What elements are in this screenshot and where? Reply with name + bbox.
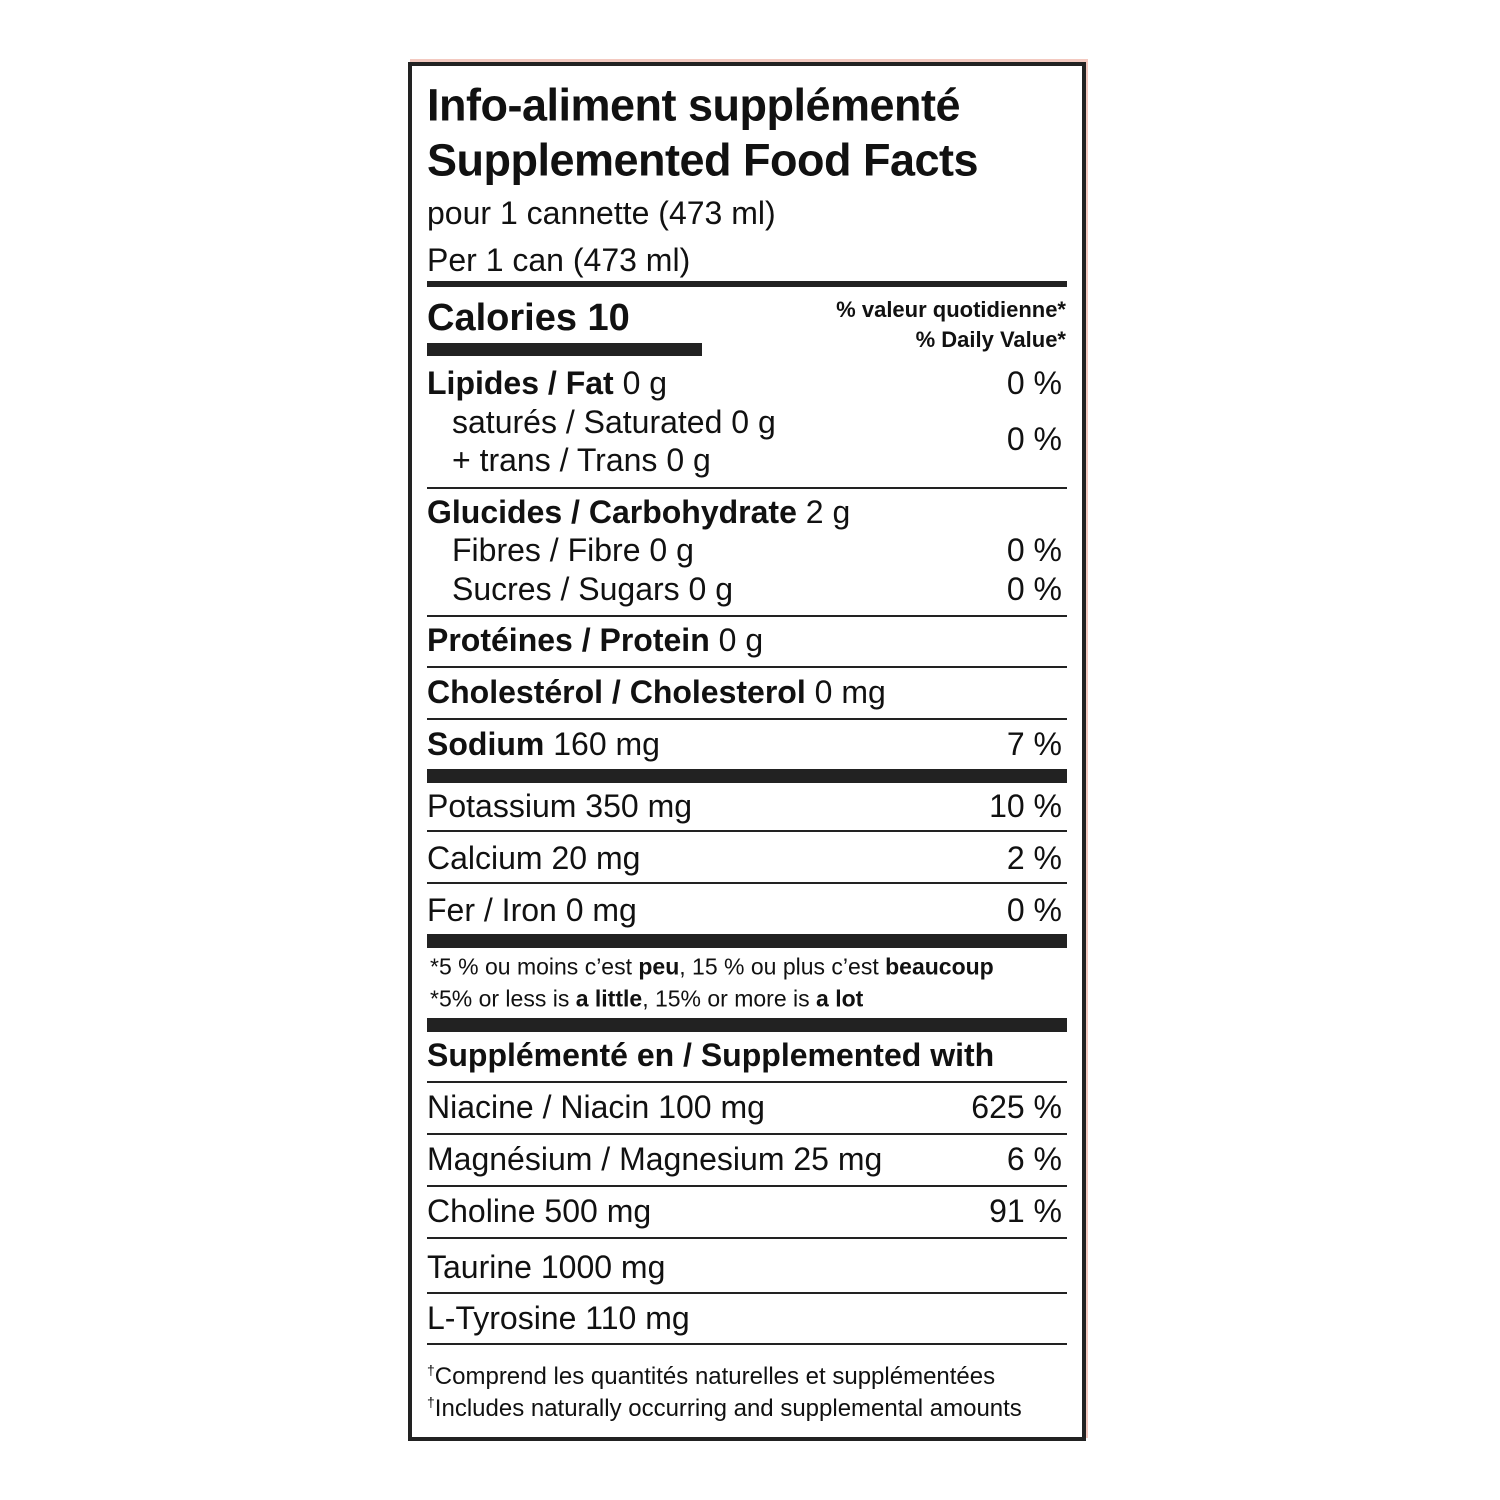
supplements-header: Supplémenté en / Supplemented with bbox=[427, 1037, 995, 1073]
rule bbox=[427, 615, 1067, 617]
dv: 0 % bbox=[1006, 365, 1062, 401]
serving-en: Per 1 can (473 ml) bbox=[427, 242, 691, 278]
serving-fr: pour 1 cannette (473 ml) bbox=[427, 195, 776, 231]
rule bbox=[427, 281, 1067, 287]
mineral: Calcium 20 mg bbox=[427, 840, 641, 876]
dv: 2 % bbox=[1006, 840, 1062, 876]
rule bbox=[427, 1133, 1067, 1135]
dagger: † bbox=[427, 1394, 435, 1410]
nutrient-name: Protéines / Protein bbox=[427, 622, 710, 658]
supplement: Choline 500 mg bbox=[427, 1193, 652, 1229]
dv: 625 % bbox=[971, 1089, 1062, 1125]
text: a little bbox=[575, 985, 643, 1012]
text: *5% or less is bbox=[430, 985, 576, 1012]
rule bbox=[427, 882, 1067, 884]
amount: 2 g bbox=[805, 494, 851, 530]
protein: Protéines / Protein 0 g bbox=[427, 624, 763, 656]
text: beaucoup bbox=[885, 953, 994, 980]
supplement: L-Tyrosine 110 mg bbox=[427, 1300, 690, 1336]
rule bbox=[427, 1237, 1067, 1239]
rule bbox=[427, 1292, 1067, 1294]
mineral: Fer / Iron 0 mg bbox=[427, 892, 637, 928]
dagger: † bbox=[427, 1362, 435, 1378]
dv: 10 % bbox=[989, 788, 1062, 824]
text: , 15 % ou plus c’est bbox=[679, 953, 886, 980]
nutrient-name: Cholestérol / Cholesterol bbox=[427, 674, 806, 710]
footnote-fr: *5 % ou moins c’est peu, 15 % ou plus c’… bbox=[430, 953, 994, 980]
cholesterol: Cholestérol / Cholesterol 0 mg bbox=[427, 676, 886, 708]
dv: 0 % bbox=[1006, 892, 1062, 928]
dv: 0 % bbox=[1006, 421, 1062, 457]
nutrient-name: Glucides / Carbohydrate bbox=[427, 494, 797, 530]
calories: Calories 10 bbox=[427, 297, 630, 339]
dagger-note-en: †Includes naturally occurring and supple… bbox=[427, 1395, 1022, 1421]
rule bbox=[427, 934, 1067, 948]
footnote-en: *5% or less is a little, 15% or more is … bbox=[430, 985, 864, 1012]
nutrient-name: Lipides / Fat bbox=[427, 365, 614, 401]
amount: 0 g bbox=[718, 622, 764, 658]
amount: 0 mg bbox=[814, 674, 886, 710]
mineral: Potassium 350 mg bbox=[427, 788, 693, 824]
supplement: Niacine / Niacin 100 mg bbox=[427, 1089, 765, 1125]
rule bbox=[427, 343, 702, 356]
amount: 160 mg bbox=[553, 726, 660, 762]
rule bbox=[427, 1343, 1067, 1345]
dv-header-fr: % valeur quotidienne* bbox=[836, 297, 1066, 322]
rule bbox=[427, 718, 1067, 720]
rule bbox=[427, 666, 1067, 668]
text: peu bbox=[638, 953, 680, 980]
sugars: Sucres / Sugars 0 g bbox=[452, 571, 734, 607]
rule bbox=[427, 1185, 1067, 1187]
dv: 91 % bbox=[989, 1193, 1062, 1229]
text: a lot bbox=[816, 985, 864, 1012]
label-frame bbox=[408, 62, 1086, 1441]
dv: 0 % bbox=[1006, 571, 1062, 607]
dv-header-en: % Daily Value* bbox=[915, 327, 1066, 352]
text: Includes naturally occurring and supplem… bbox=[434, 1395, 1022, 1422]
text: , 15% or more is bbox=[642, 985, 817, 1012]
rule bbox=[427, 487, 1067, 489]
sodium: Sodium 160 mg bbox=[427, 728, 660, 760]
text: Comprend les quantités naturelles et sup… bbox=[434, 1363, 996, 1390]
fibre: Fibres / Fibre 0 g bbox=[452, 532, 694, 568]
amount: 0 g bbox=[622, 365, 668, 401]
rule bbox=[427, 1081, 1067, 1083]
supplement: Taurine 1000 mg bbox=[427, 1249, 666, 1285]
rule bbox=[427, 830, 1067, 832]
fat: Lipides / Fat 0 g bbox=[427, 367, 667, 399]
rule bbox=[427, 1018, 1067, 1032]
dv: 0 % bbox=[1006, 532, 1062, 568]
title-en: Supplemented Food Facts bbox=[427, 134, 979, 186]
saturated: saturés / Saturated 0 g bbox=[452, 404, 776, 440]
rule bbox=[427, 769, 1067, 783]
dv: 6 % bbox=[1006, 1141, 1062, 1177]
title-fr: Info-aliment supplémenté bbox=[427, 79, 961, 131]
nutrient-name: Sodium bbox=[427, 726, 545, 762]
supplement: Magnésium / Magnesium 25 mg bbox=[427, 1141, 883, 1177]
dagger-note-fr: †Comprend les quantités naturelles et su… bbox=[427, 1363, 995, 1389]
trans: + trans / Trans 0 g bbox=[452, 442, 711, 478]
dv: 7 % bbox=[1006, 726, 1062, 762]
carbohydrate: Glucides / Carbohydrate 2 g bbox=[427, 496, 850, 528]
text: *5 % ou moins c’est bbox=[430, 953, 639, 980]
